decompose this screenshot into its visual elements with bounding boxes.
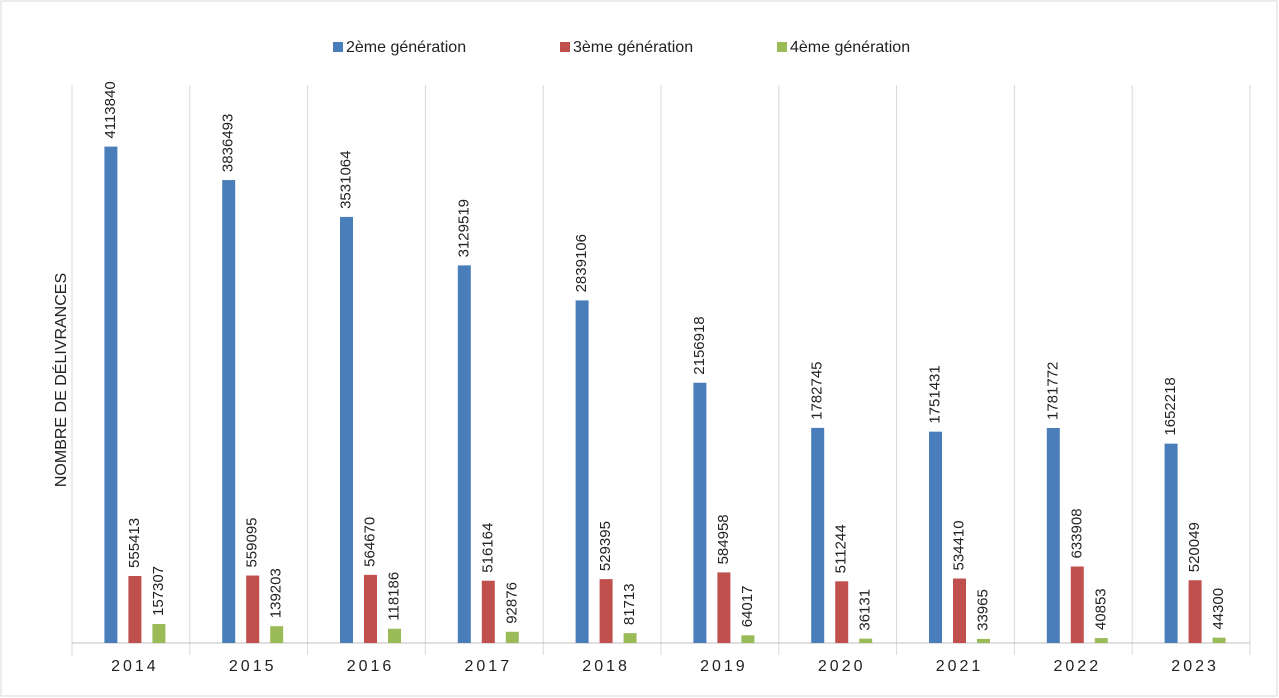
data-label: 516164 [479, 523, 496, 573]
bar [623, 633, 637, 643]
data-label: 3836493 [220, 114, 237, 172]
bar [1070, 566, 1084, 643]
bar [152, 624, 166, 643]
data-label: 81713 [621, 583, 638, 625]
bar [717, 572, 731, 643]
legend-label: 4ème génération [790, 39, 910, 56]
bar [741, 635, 755, 643]
bar [481, 580, 495, 643]
bar [364, 574, 377, 643]
x-tick-label: 2022 [1054, 658, 1102, 675]
bar [977, 638, 990, 643]
data-label: 529395 [597, 521, 614, 571]
data-label: 511244 [833, 524, 850, 573]
data-label: 2156918 [691, 316, 708, 374]
y-axis-label: NOMBRE DE DÉLIVRANCES [51, 273, 70, 487]
data-label: 555413 [126, 518, 143, 568]
data-label: 2839106 [573, 234, 590, 292]
legend-swatch [560, 42, 570, 52]
data-label: 44300 [1210, 588, 1227, 630]
x-tick-label: 2021 [936, 658, 984, 675]
bar [246, 575, 260, 643]
data-label: 584958 [715, 514, 732, 564]
data-label: 1781772 [1044, 362, 1061, 420]
x-tick-label: 2023 [1171, 658, 1219, 675]
x-tick-label: 2014 [111, 658, 159, 675]
x-tick-label: 2015 [229, 658, 277, 675]
bar [693, 382, 707, 643]
data-label: 92876 [503, 582, 520, 624]
data-label: 1782745 [809, 361, 826, 419]
legend-swatch [333, 42, 343, 52]
bar [1094, 638, 1108, 643]
bar [340, 216, 353, 643]
data-label: 559095 [244, 517, 261, 567]
bar [599, 579, 613, 643]
bar [104, 146, 118, 644]
bar [859, 638, 873, 643]
bar [505, 631, 519, 643]
legend-label: 2ème génération [346, 39, 466, 56]
bar [457, 265, 471, 643]
data-label: 564670 [361, 517, 378, 567]
x-tick-label: 2019 [700, 658, 748, 675]
x-tick-label: 2016 [347, 658, 395, 675]
x-tick-label: 2020 [818, 658, 866, 675]
bar [953, 578, 966, 643]
bar [575, 300, 589, 643]
x-tick-label: 2018 [582, 658, 630, 675]
data-label: 64017 [739, 586, 756, 628]
data-label: 3531064 [337, 151, 354, 209]
x-tick-label: 2017 [465, 658, 513, 675]
data-label: 33965 [974, 589, 991, 631]
bar [811, 427, 825, 643]
data-label: 633908 [1068, 508, 1085, 558]
bar [835, 581, 849, 643]
data-label: 3129519 [455, 199, 472, 257]
legend-label: 3ème génération [573, 39, 693, 56]
data-label: 118186 [385, 572, 402, 621]
bar [270, 626, 284, 643]
data-label: 1751431 [926, 365, 943, 423]
data-label: 139203 [268, 568, 285, 618]
legend-swatch [777, 42, 787, 52]
bar [388, 628, 401, 643]
bar [222, 180, 236, 643]
data-label: 4113840 [102, 81, 119, 138]
bar [1212, 637, 1226, 643]
bar [1046, 427, 1060, 643]
data-label: 40853 [1092, 588, 1109, 630]
bar [1188, 580, 1202, 643]
bar [1164, 443, 1178, 643]
bar [929, 431, 942, 643]
data-label: 1652218 [1162, 377, 1179, 435]
data-label: 157307 [150, 566, 167, 616]
bar [128, 575, 142, 643]
data-label: 520049 [1186, 522, 1203, 572]
data-label: 36131 [857, 589, 874, 631]
data-label: 534410 [950, 520, 967, 570]
